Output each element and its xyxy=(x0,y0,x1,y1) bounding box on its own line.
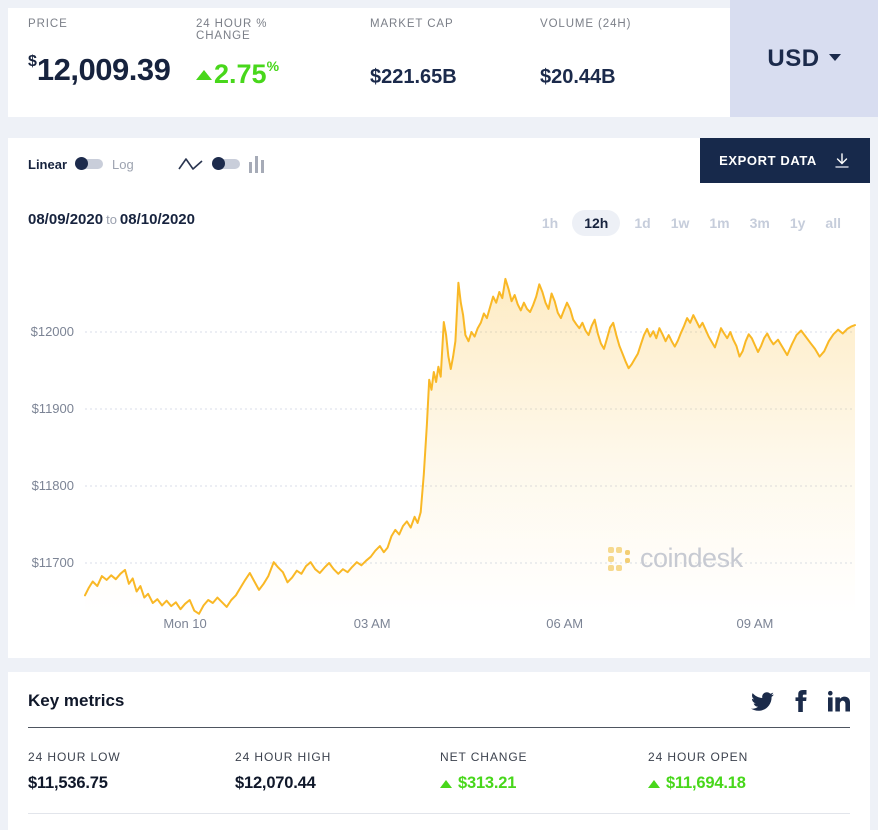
range-1m[interactable]: 1m xyxy=(709,215,730,231)
currency-selector[interactable]: USD xyxy=(730,0,878,117)
price-summary-card: PRICE $12,009.39 24 HOUR % CHANGE 2.75% … xyxy=(8,8,730,117)
range-3m[interactable]: 3m xyxy=(749,215,770,231)
range-1w[interactable]: 1w xyxy=(670,215,690,231)
metric-value-row: $11,694.18 xyxy=(648,774,850,793)
facebook-icon[interactable] xyxy=(795,690,807,712)
chart-toolbar: Linear Log xyxy=(28,155,264,173)
price-label: PRICE xyxy=(28,18,68,30)
change-label: 24 HOUR % CHANGE xyxy=(196,18,268,42)
market-cap-label: MARKET CAP xyxy=(370,18,454,30)
range-1h[interactable]: 1h xyxy=(541,215,559,231)
metrics-divider-bottom xyxy=(28,813,850,814)
time-range-selector: 1h 12h 1d 1w 1m 3m 1y all xyxy=(536,210,847,236)
up-arrow-icon xyxy=(440,780,452,788)
date-range[interactable]: 08/09/2020 to 08/10/2020 xyxy=(28,211,195,228)
download-icon xyxy=(835,152,849,168)
currency-symbol: $ xyxy=(28,53,37,70)
scale-toggle[interactable] xyxy=(75,157,104,170)
metric-value: $11,694.18 xyxy=(666,774,746,792)
price-chart[interactable] xyxy=(84,255,856,615)
y-axis-label: $11700 xyxy=(31,555,74,570)
linkedin-icon[interactable] xyxy=(828,690,850,712)
metrics-divider-top xyxy=(28,727,850,728)
coindesk-watermark-text: coindesk xyxy=(640,543,743,573)
twitter-icon[interactable] xyxy=(751,691,774,711)
y-axis-label: $11900 xyxy=(31,401,74,416)
price-value: 12,009.39 xyxy=(36,52,171,87)
market-cap-value: $221.65B xyxy=(370,66,457,88)
scale-log-label: Log xyxy=(112,156,134,172)
x-axis-label: 06 AM xyxy=(546,616,584,631)
y-axis-label: $11800 xyxy=(31,478,74,493)
change-value-row: 2.75% xyxy=(196,58,279,90)
chart-card: EXPORT DATA Linear Log 08/09/2020 to 08/10… xyxy=(8,138,870,658)
price-area-fill xyxy=(85,278,855,614)
social-share-row xyxy=(751,690,850,712)
volume-value: $20.44B xyxy=(540,66,616,88)
x-axis-label: 03 AM xyxy=(353,616,391,631)
y-axis-label: $12000 xyxy=(30,324,74,339)
metrics-grid: 24 HOUR LOW $11,536.75 24 HOUR HIGH $12,… xyxy=(8,728,870,793)
percent-sign: % xyxy=(266,58,280,74)
current-price: $12,009.39 xyxy=(28,52,171,88)
currency-selected-value: USD xyxy=(767,44,820,72)
metric-label: 24 HOUR OPEN xyxy=(648,750,749,764)
coindesk-logo-icon xyxy=(608,546,630,571)
range-1d[interactable]: 1d xyxy=(634,215,651,231)
chevron-down-icon xyxy=(828,54,841,61)
metric-label: NET CHANGE xyxy=(440,750,528,764)
x-axis-label: 09 AM xyxy=(736,616,774,631)
range-all[interactable]: all xyxy=(825,215,841,231)
date-from[interactable]: 08/09/2020 xyxy=(28,211,104,228)
up-arrow-icon xyxy=(196,70,212,80)
metric-24h-high: 24 HOUR HIGH $12,070.44 xyxy=(235,750,440,793)
metric-label: 24 HOUR LOW xyxy=(28,750,121,764)
key-metrics-card: Key metrics 24 HOUR LOW $11,536.75 24 HO… xyxy=(8,672,870,830)
metric-label: 24 HOUR HIGH xyxy=(235,750,332,764)
change-value: 2.75 xyxy=(214,59,267,89)
metric-value: $11,536.75 xyxy=(28,774,108,792)
export-data-button[interactable]: EXPORT DATA xyxy=(700,138,870,183)
scale-linear-label: Linear xyxy=(28,156,68,172)
line-chart-icon xyxy=(178,158,203,170)
price-chart-area: coindesk $12000 $11900 $11800 $11700 Mon 10 0… xyxy=(8,255,870,650)
range-1y[interactable]: 1y xyxy=(789,215,806,231)
coindesk-watermark: coindesk xyxy=(608,543,743,574)
volume-label: VOLUME (24H) xyxy=(540,18,632,30)
metric-24h-open: 24 HOUR OPEN $11,694.18 xyxy=(648,750,850,793)
up-arrow-icon xyxy=(648,780,660,788)
metric-value-row: $313.21 xyxy=(440,774,648,793)
x-axis-label: Mon 10 xyxy=(163,616,207,631)
chart-type-toggle[interactable] xyxy=(211,157,240,170)
metric-net-change: NET CHANGE $313.21 xyxy=(440,750,648,793)
price-line xyxy=(84,277,856,615)
range-12h[interactable]: 12h xyxy=(572,210,621,236)
metric-24h-low: 24 HOUR LOW $11,536.75 xyxy=(28,750,235,793)
export-data-label: EXPORT DATA xyxy=(719,153,817,168)
metric-value: $12,070.44 xyxy=(235,774,316,792)
bar-chart-icon xyxy=(248,155,264,173)
date-separator: to xyxy=(106,212,117,227)
metric-value: $313.21 xyxy=(458,774,517,792)
key-metrics-title: Key metrics xyxy=(28,691,125,710)
date-to[interactable]: 08/10/2020 xyxy=(119,211,195,228)
